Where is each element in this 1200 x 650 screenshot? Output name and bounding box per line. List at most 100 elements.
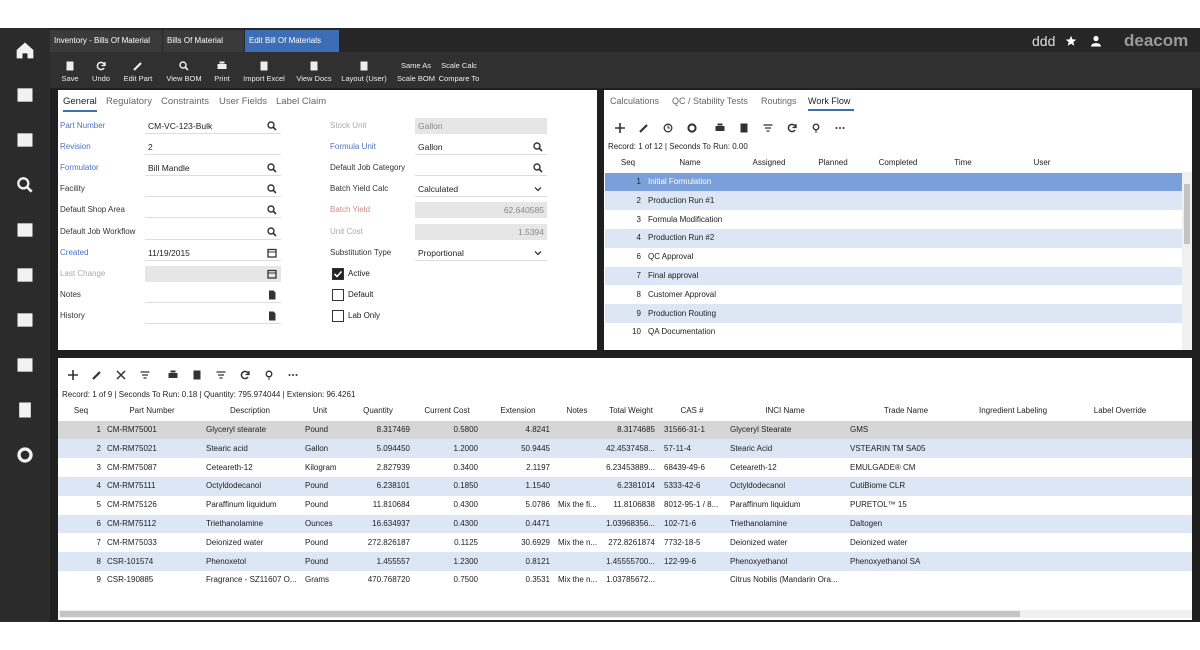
field-input[interactable] [415,181,547,198]
field-input[interactable] [145,245,281,261]
field-icon[interactable] [532,162,544,174]
toolbar-icon[interactable] [132,60,144,72]
grid-row[interactable] [58,458,1192,477]
workflow-tab[interactable]: Calculations [610,96,660,106]
workflow-row[interactable] [605,304,1182,323]
grid-row[interactable] [58,533,1192,553]
toolbar-button[interactable]: Layout (User) [341,74,387,83]
workflow-tab[interactable]: QC / Stability Tests [672,96,748,106]
grid-row[interactable] [58,514,1192,534]
workflow-tool[interactable] [614,122,626,134]
checkmark[interactable] [332,268,344,280]
field-icon[interactable] [266,268,278,280]
toolbar-button[interactable]: Import Excel [243,74,285,83]
workflow-tab[interactable]: Routings [761,96,797,106]
grid-tool[interactable] [239,369,251,381]
field-icon[interactable] [266,120,278,132]
toolbar-button[interactable]: Scale BOM [397,74,435,83]
field-icon[interactable] [266,289,278,301]
toolbar-icon[interactable] [258,60,270,72]
field-input[interactable] [145,160,281,177]
tab[interactable] [50,30,162,52]
workflow-row[interactable] [605,285,1182,305]
field-input[interactable] [145,139,281,156]
grid-row[interactable] [58,571,1192,590]
field-icon[interactable] [532,247,544,259]
toolbar-icon[interactable] [216,60,228,72]
workflow-tool[interactable] [686,122,698,134]
workflow-row[interactable] [605,266,1182,286]
user-icon[interactable] [1090,35,1102,47]
checkbox[interactable] [332,268,344,280]
field-input[interactable] [145,224,281,240]
workflow-row[interactable] [605,210,1182,229]
field-input[interactable] [145,118,281,134]
sidebar-icon[interactable] [15,220,35,240]
field-input[interactable] [145,287,281,303]
field-input[interactable] [415,245,547,261]
toolbar-button[interactable]: View Docs [296,74,332,83]
sidebar-icon[interactable] [15,400,35,420]
workflow-tool[interactable] [834,122,846,134]
toolbar-button[interactable]: Same As [400,61,431,70]
checkbox[interactable] [332,289,344,302]
workflow-tool[interactable] [638,122,650,134]
sidebar-icon[interactable] [15,85,35,105]
toolbar-button[interactable]: View BOM [166,74,202,83]
grid-tool[interactable] [215,369,227,381]
grid-tool[interactable] [91,369,103,381]
workflow-tool[interactable] [786,122,798,134]
workflow-tool[interactable] [762,122,774,134]
workflow-row[interactable] [605,323,1182,342]
grid-row[interactable] [58,552,1192,571]
field-icon[interactable] [532,141,544,153]
field-input[interactable] [415,160,547,177]
toolbar-icon[interactable] [95,60,107,72]
toolbar-button[interactable]: Save [61,74,79,83]
sidebar-icon[interactable] [15,175,35,195]
grid-row[interactable] [58,439,1192,459]
form-tab[interactable]: Constraints [161,96,210,107]
field-icon[interactable] [266,310,278,322]
field-input[interactable] [145,181,281,198]
grid-row[interactable] [58,420,1192,440]
grid-tool[interactable] [287,369,299,381]
grid-tool[interactable] [191,369,203,381]
grid-tool[interactable] [263,369,275,381]
grid-row[interactable] [58,495,1192,515]
toolbar-icon[interactable] [178,60,190,72]
workflow-row[interactable] [605,247,1182,267]
form-tab[interactable]: Label Claim [276,96,327,107]
workflow-row[interactable] [605,191,1182,211]
grid-tool[interactable] [115,369,127,381]
workflow-tool[interactable] [714,122,726,134]
grid-tool[interactable] [167,369,179,381]
favorite-icon[interactable] [1065,35,1077,47]
toolbar-icon[interactable] [358,60,370,72]
field-icon[interactable] [266,204,278,216]
workflow-tool[interactable] [662,122,674,134]
field-icon[interactable] [532,183,544,195]
workflow-tool[interactable] [810,122,822,134]
toolbar-button[interactable]: Undo [92,74,110,83]
sidebar-icon[interactable] [15,445,35,465]
field-icon[interactable] [266,162,278,174]
field-input[interactable] [145,202,281,219]
toolbar-button[interactable]: Edit Part [123,74,153,83]
grid-tool[interactable] [67,369,79,381]
tab[interactable] [245,30,339,52]
checkbox[interactable] [332,310,344,323]
workflow-row[interactable] [605,172,1182,192]
field-input[interactable] [145,308,281,324]
workflow-tab[interactable]: Work Flow [808,96,851,106]
field-icon[interactable] [266,247,278,259]
tab[interactable] [163,30,244,52]
toolbar-icon[interactable] [64,60,76,72]
form-tab[interactable]: Regulatory [106,96,152,107]
toolbar-button[interactable]: Scale Calc [441,61,477,70]
toolbar-icon[interactable] [308,60,320,72]
field-input[interactable] [415,139,547,156]
sidebar-icon[interactable] [15,265,35,285]
sidebar-icon[interactable] [15,310,35,330]
toolbar-button[interactable]: Compare To [438,74,480,83]
